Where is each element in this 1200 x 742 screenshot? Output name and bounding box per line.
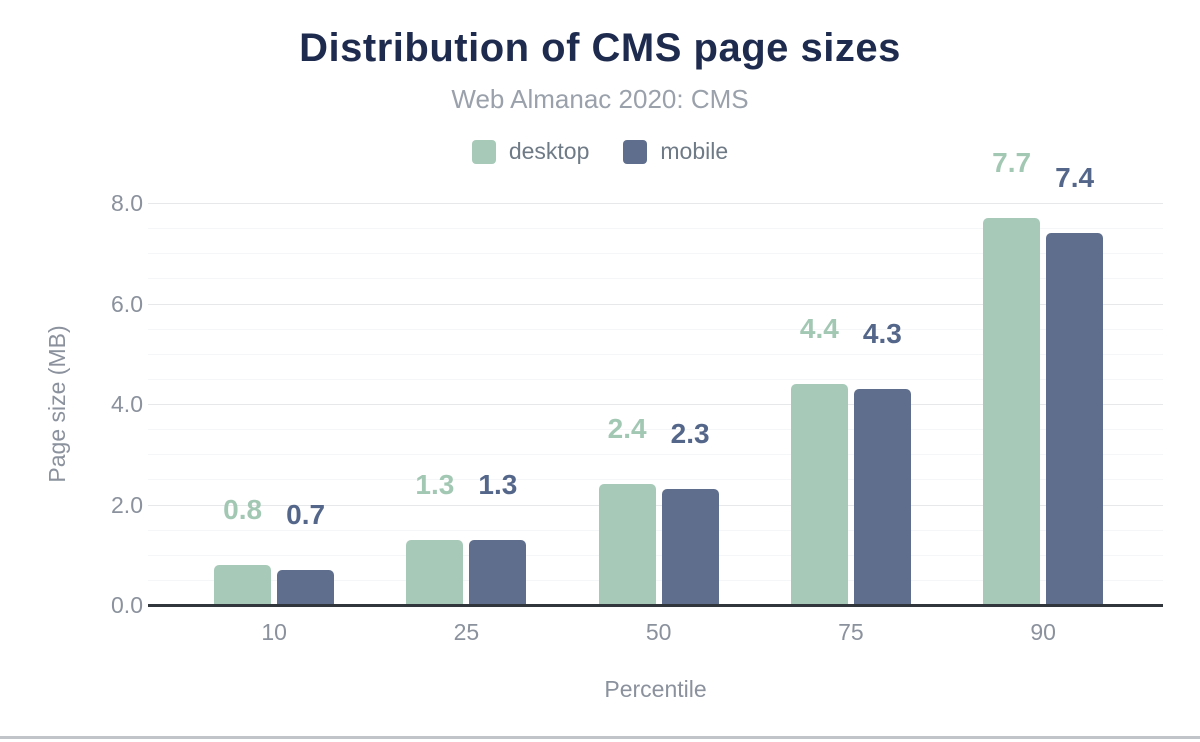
y-tick-label: 8.0 [111,190,143,216]
legend-label-mobile: mobile [660,138,729,164]
chart-title: Distribution of CMS page sizes [299,26,901,70]
value-label-desktop-p50: 2.4 [607,413,647,445]
minor-gridline [148,328,1163,330]
bar-desktop-p25[interactable] [406,539,464,605]
legend: desktop mobile [0,138,1200,165]
minor-gridline [148,479,1163,481]
bar-mobile-p50[interactable] [661,489,719,605]
minor-gridline [148,378,1163,380]
value-label-desktop-p90: 7.7 [992,147,1032,179]
value-label-mobile-p25: 1.3 [478,468,518,500]
bottom-divider [0,736,1200,739]
y-tick-label: 2.0 [111,491,143,518]
major-gridline [148,203,1163,204]
value-label-mobile-p75: 4.3 [862,317,902,349]
y-axis-title: Page size (MB) [44,325,70,483]
x-tick-label: 50 [645,619,672,645]
value-label-desktop-p25: 1.3 [415,468,455,500]
bar-mobile-p10[interactable] [277,569,335,605]
minor-gridline [148,454,1163,456]
bar-desktop-p75[interactable] [790,383,848,605]
minor-gridline [148,353,1163,355]
y-tick-label: 6.0 [111,290,143,317]
value-label-mobile-p50: 2.3 [670,418,710,450]
x-tick-label: 25 [453,619,480,645]
mobile-swatch-icon [623,139,648,164]
bar-mobile-p90[interactable] [1046,233,1104,605]
chart-subtitle: Web Almanac 2020: CMS [451,84,749,114]
minor-gridline [148,253,1163,255]
x-tick-label: 10 [261,619,287,645]
y-tick-label: 0.0 [111,592,143,618]
bar-desktop-p10[interactable] [214,564,272,605]
minor-gridline [148,278,1163,280]
value-label-mobile-p10: 0.7 [286,498,326,530]
x-axis-title: Percentile [604,676,707,702]
major-gridline [148,404,1163,405]
value-label-desktop-p10: 0.8 [223,493,263,525]
minor-gridline [148,429,1163,431]
bar-mobile-p25[interactable] [469,539,527,605]
bar-desktop-p90[interactable] [983,218,1041,605]
value-label-desktop-p75: 4.4 [799,312,839,344]
legend-label-desktop: desktop [508,138,590,164]
x-axis-line [148,604,1163,607]
desktop-swatch-icon [471,139,496,164]
bar-desktop-p50[interactable] [598,484,656,605]
x-tick-label: 90 [1030,619,1056,645]
value-label-mobile-p90: 7.4 [1055,162,1095,194]
x-tick-label: 75 [838,619,864,645]
legend-item-desktop[interactable]: desktop [471,138,590,165]
y-tick-label: 4.0 [111,391,143,417]
major-gridline [148,303,1163,305]
minor-gridline [148,228,1163,230]
bar-mobile-p75[interactable] [853,388,911,605]
legend-item-mobile[interactable]: mobile [623,138,728,165]
